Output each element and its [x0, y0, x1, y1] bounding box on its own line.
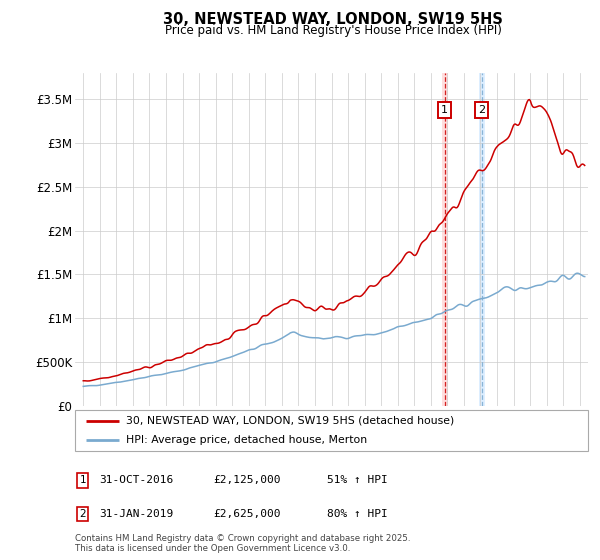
Text: 2: 2	[79, 509, 86, 519]
Text: 80% ↑ HPI: 80% ↑ HPI	[327, 509, 388, 519]
Text: Contains HM Land Registry data © Crown copyright and database right 2025.
This d: Contains HM Land Registry data © Crown c…	[75, 534, 410, 553]
Text: Price paid vs. HM Land Registry's House Price Index (HPI): Price paid vs. HM Land Registry's House …	[164, 24, 502, 36]
Text: 31-OCT-2016: 31-OCT-2016	[99, 475, 173, 486]
Text: 30, NEWSTEAD WAY, LONDON, SW19 5HS: 30, NEWSTEAD WAY, LONDON, SW19 5HS	[163, 12, 503, 27]
Bar	[442, 73, 448, 406]
Text: 30, NEWSTEAD WAY, LONDON, SW19 5HS (detached house): 30, NEWSTEAD WAY, LONDON, SW19 5HS (deta…	[127, 416, 455, 426]
Text: £2,625,000: £2,625,000	[213, 509, 281, 519]
Text: 31-JAN-2019: 31-JAN-2019	[99, 509, 173, 519]
Text: £2,125,000: £2,125,000	[213, 475, 281, 486]
Bar	[479, 73, 485, 406]
Text: 2: 2	[478, 105, 485, 115]
Text: 51% ↑ HPI: 51% ↑ HPI	[327, 475, 388, 486]
Text: 1: 1	[441, 105, 448, 115]
Text: 1: 1	[79, 475, 86, 486]
Text: HPI: Average price, detached house, Merton: HPI: Average price, detached house, Mert…	[127, 435, 367, 445]
